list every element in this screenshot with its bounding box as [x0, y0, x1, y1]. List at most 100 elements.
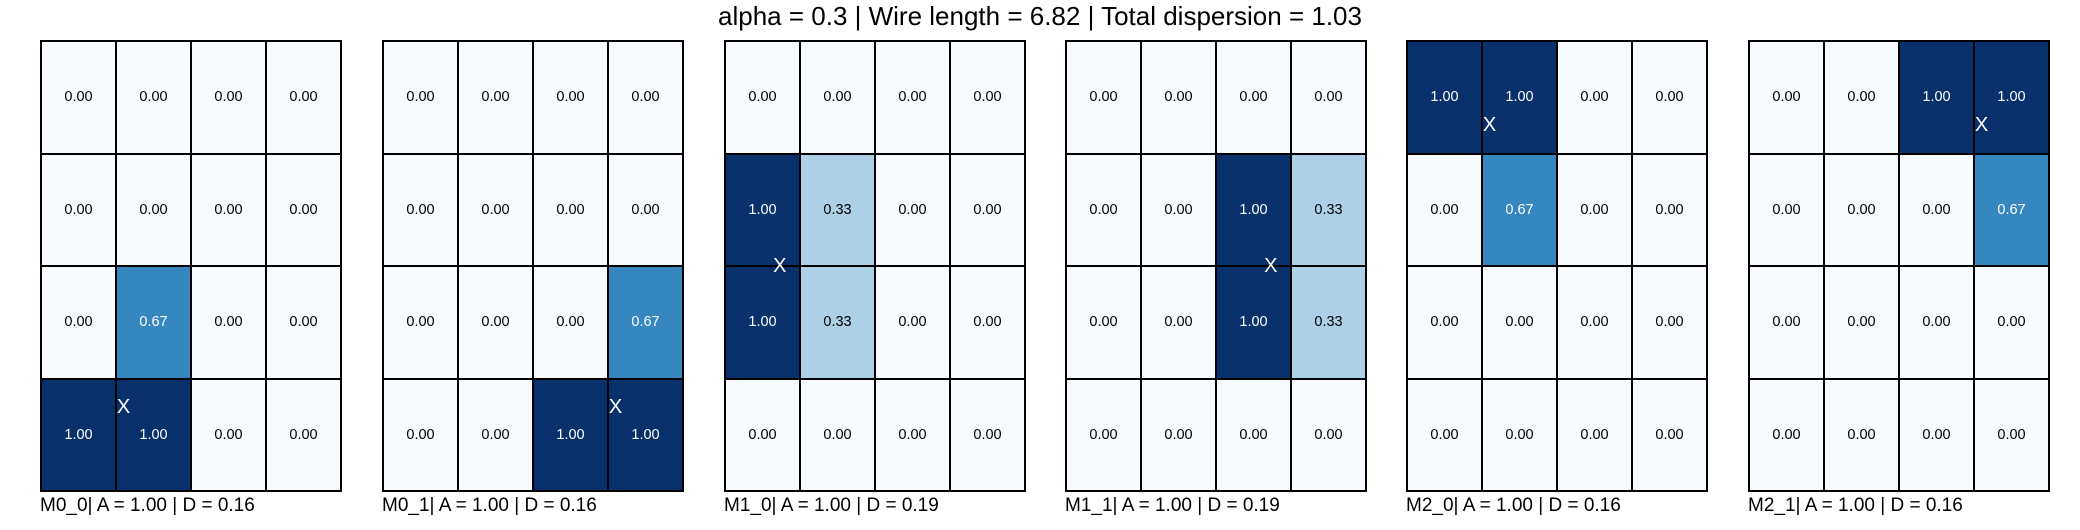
- heatmap-grid: 0.00 0.00 0.00 0.00 0.00 0.00 0.00 0.00 0.00 0.67…: [40, 40, 342, 492]
- heatmap-cell: 0.00: [458, 41, 533, 154]
- heatmap-cell: 0.00: [266, 153, 341, 266]
- position-marker: X: [773, 255, 787, 277]
- heatmap-cell: 0.00: [116, 41, 191, 154]
- heatmap-cell: 0.00: [1974, 266, 2049, 379]
- heatmap-panel: 1.00 1.00 0.00 0.00 0.00 0.67 0.00 0.00 0.00 0.00…: [1406, 40, 1708, 516]
- heatmap-cell: 0.00: [1407, 153, 1482, 266]
- heatmap-cell: 0.00: [1749, 378, 1824, 491]
- heatmap-cell: 0.00: [1824, 41, 1899, 154]
- heatmap-cell: 0.00: [875, 41, 950, 154]
- heatmap-panel: 0.00 0.00 0.00 0.00 0.00 0.00 0.00 0.00 0.00 0.67…: [40, 40, 342, 516]
- heatmap-cell: 1.00: [533, 378, 608, 491]
- heatmap-cell: 0.00: [1557, 378, 1632, 491]
- heatmap-cell: 1.00: [1407, 41, 1482, 154]
- heatmap-cell: 0.00: [950, 378, 1025, 491]
- heatmap-panel: 0.00 0.00 1.00 1.00 0.00 0.00 0.00 0.67 0.00 0.00…: [1748, 40, 2050, 516]
- heatmap-cell: 0.00: [608, 153, 683, 266]
- heatmap-cell: 0.00: [1557, 153, 1632, 266]
- heatmap-cell: 0.00: [458, 266, 533, 379]
- heatmap-cell: 0.00: [1066, 41, 1141, 154]
- heatmap-cell: 0.00: [1141, 153, 1216, 266]
- heatmap-cell: 0.00: [383, 41, 458, 154]
- heatmap-cell: 0.00: [1141, 41, 1216, 154]
- heatmap-cell: 0.33: [1291, 153, 1366, 266]
- heatmap-cell: 0.00: [1899, 153, 1974, 266]
- heatmap-cell: 0.00: [533, 41, 608, 154]
- heatmap-cell: 0.67: [608, 266, 683, 379]
- heatmap-grid: 0.00 0.00 1.00 1.00 0.00 0.00 0.00 0.67 0.00 0.00…: [1748, 40, 2050, 492]
- heatmap-cell: 0.00: [383, 378, 458, 491]
- heatmap-cell: 0.00: [1824, 266, 1899, 379]
- heatmap-cell: 0.00: [1407, 378, 1482, 491]
- heatmap-cell: 1.00: [1216, 153, 1291, 266]
- position-marker: X: [1264, 255, 1278, 277]
- heatmap-cell: 0.00: [1482, 378, 1557, 491]
- heatmap-cell: 0.00: [1141, 378, 1216, 491]
- heatmap-cell: 1.00: [725, 153, 800, 266]
- heatmap-cell: 1.00: [1899, 41, 1974, 154]
- heatmap-cell: 0.67: [1482, 153, 1557, 266]
- heatmap-cell: 1.00: [1974, 41, 2049, 154]
- heatmap-cell: 0.00: [1632, 266, 1707, 379]
- heatmap-cell: 0.00: [725, 378, 800, 491]
- heatmap-cell: 0.00: [1066, 378, 1141, 491]
- heatmap-cell: 0.00: [1482, 266, 1557, 379]
- heatmap-cell: 0.00: [1141, 266, 1216, 379]
- chart-title: alpha = 0.3 | Wire length = 6.82 | Total…: [718, 1, 1362, 31]
- heatmap-cell: 0.00: [191, 266, 266, 379]
- heatmap-cell: 1.00: [1482, 41, 1557, 154]
- panel-label: M2_0| A = 1.00 | D = 0.16: [1406, 495, 1621, 516]
- heatmap-cell: 0.00: [875, 153, 950, 266]
- heatmap-panel: 0.00 0.00 0.00 0.00 0.00 0.00 0.00 0.00 0.00 0.00…: [382, 40, 684, 516]
- heatmap-cell: 0.00: [533, 153, 608, 266]
- heatmap-cell: 1.00: [116, 378, 191, 491]
- heatmap-cell: 0.00: [1557, 266, 1632, 379]
- panel-label: M2_1| A = 1.00 | D = 0.16: [1748, 495, 1963, 516]
- heatmap-cell: 0.00: [608, 41, 683, 154]
- heatmap-cell: 0.00: [266, 41, 341, 154]
- position-marker: X: [1482, 114, 1497, 137]
- heatmap-cell: 0.33: [800, 266, 875, 379]
- heatmap-cell: 0.00: [1291, 378, 1366, 491]
- heatmap-cell: 0.00: [533, 266, 608, 379]
- heatmap-cell: 0.00: [1557, 41, 1632, 154]
- heatmap-cell: 0.00: [725, 41, 800, 154]
- heatmap-cell: 1.00: [725, 266, 800, 379]
- heatmap-cell: 0.00: [1216, 41, 1291, 154]
- heatmap-cell: 0.33: [800, 153, 875, 266]
- heatmap-cell: 0.00: [383, 266, 458, 379]
- heatmap-cell: 0.00: [875, 266, 950, 379]
- heatmap-cell: 0.00: [875, 378, 950, 491]
- heatmap-cell: 1.00: [41, 378, 116, 491]
- heatmap-cell: 0.00: [1899, 378, 1974, 491]
- position-marker: X: [116, 395, 131, 418]
- heatmap-cell: 1.00: [1216, 266, 1291, 379]
- heatmap-panel: 0.00 0.00 0.00 0.00 0.00 0.00 1.00 0.33 0.00 0.00…: [1065, 40, 1367, 516]
- heatmap-grid: 0.00 0.00 0.00 0.00 0.00 0.00 1.00 0.33 0.00 0.00…: [1065, 40, 1367, 492]
- heatmap-cell: 0.00: [1216, 378, 1291, 491]
- position-marker: X: [1974, 114, 1989, 137]
- heatmap-grid: 1.00 1.00 0.00 0.00 0.00 0.67 0.00 0.00 0.00 0.00…: [1406, 40, 1708, 492]
- heatmap-cell: 0.00: [950, 266, 1025, 379]
- heatmap-cell: 0.00: [1632, 153, 1707, 266]
- heatmap-grid: 0.00 0.00 0.00 0.00 1.00 0.33 0.00 0.00 1.00 0.33…: [724, 40, 1026, 492]
- heatmap-cell: 0.00: [266, 266, 341, 379]
- heatmap-cell: 0.00: [1899, 266, 1974, 379]
- heatmap-cell: 0.00: [1291, 41, 1366, 154]
- heatmap-cell: 0.00: [191, 41, 266, 154]
- heatmap-cell: 0.00: [116, 153, 191, 266]
- heatmap-cell: 0.00: [1407, 266, 1482, 379]
- heatmap-cell: 0.00: [191, 153, 266, 266]
- heatmap-cell: 0.00: [458, 378, 533, 491]
- heatmap-cell: 0.00: [800, 41, 875, 154]
- heatmap-cell: 0.00: [950, 153, 1025, 266]
- heatmap-cell: 0.00: [1749, 153, 1824, 266]
- heatmap-cell: 0.00: [1066, 266, 1141, 379]
- heatmap-cell: 0.00: [1749, 41, 1824, 154]
- panel-label: M1_1| A = 1.00 | D = 0.19: [1065, 495, 1280, 516]
- heatmap-cell: 0.00: [1632, 41, 1707, 154]
- heatmap-cell: 0.00: [191, 378, 266, 491]
- heatmap-cell: 0.00: [1824, 153, 1899, 266]
- heatmap-cell: 0.00: [1824, 378, 1899, 491]
- heatmap-cell: 0.00: [800, 378, 875, 491]
